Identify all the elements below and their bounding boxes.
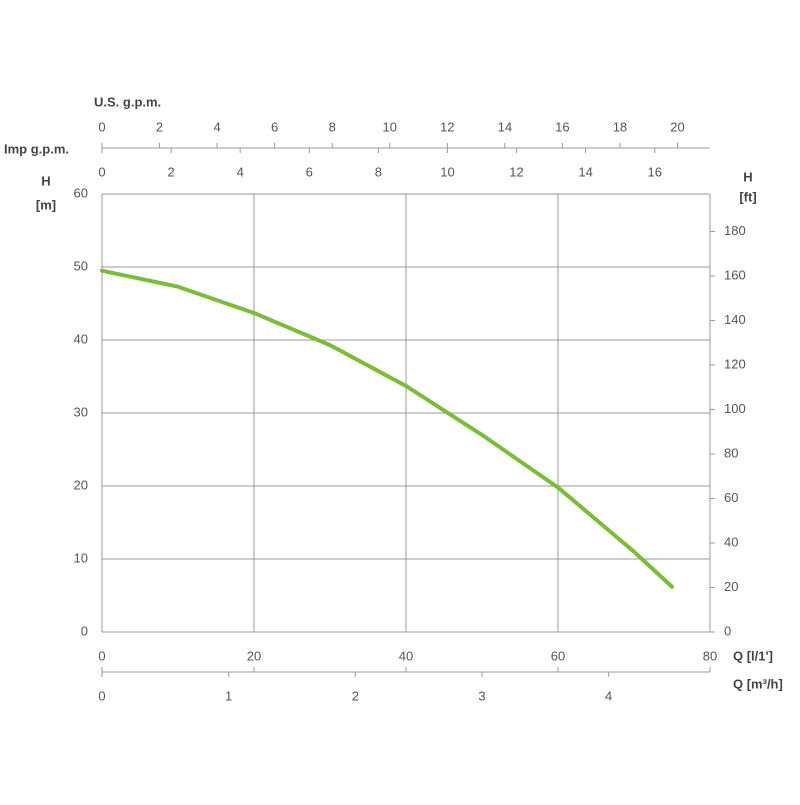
- y-tick-label: 50: [74, 258, 88, 273]
- y2-tick-label: 20: [724, 579, 738, 594]
- x-tick-label: 12: [509, 164, 523, 179]
- y-tick-label: 20: [74, 477, 88, 492]
- x-tick-label: 0: [98, 648, 105, 663]
- y2-tick-label: 100: [724, 401, 746, 416]
- x-tick-label: 16: [647, 164, 661, 179]
- y2-tick-label: 140: [724, 312, 746, 327]
- y2-tick-label: 120: [724, 356, 746, 371]
- x-tick-label: 0: [98, 164, 105, 179]
- x-tick-label: 3: [478, 688, 485, 703]
- y-tick-label: 40: [74, 331, 88, 346]
- x-tick-label: 20: [670, 119, 684, 134]
- x-tick-label: 0: [98, 688, 105, 703]
- y2-tick-label: 180: [724, 223, 746, 238]
- x-tick-label: 8: [329, 119, 336, 134]
- x-tick-label: 60: [551, 648, 565, 663]
- y-tick-label: 0: [81, 623, 88, 638]
- x-tick-label: 2: [167, 164, 174, 179]
- x-tick-label: 12: [440, 119, 454, 134]
- x-tick-label: 10: [383, 119, 397, 134]
- y2-tick-label: 0: [724, 623, 731, 638]
- x-tick-label: 1: [225, 688, 232, 703]
- y2-tick-label: 60: [724, 490, 738, 505]
- x-tick-label: 8: [375, 164, 382, 179]
- y-label: H: [41, 173, 50, 188]
- x-tick-label: 4: [213, 119, 220, 134]
- x-tick-label: 6: [306, 164, 313, 179]
- y-tick-label: 60: [74, 185, 88, 200]
- axis-label: Q [m³/h]: [733, 676, 783, 691]
- y-tick-label: 30: [74, 404, 88, 419]
- y2-label: [ft]: [739, 189, 756, 204]
- y-label: [m]: [36, 197, 56, 212]
- x-tick-label: 14: [498, 119, 512, 134]
- x-tick-label: 0: [98, 119, 105, 134]
- curve: [100, 268, 674, 589]
- x-tick-label: 10: [440, 164, 454, 179]
- x-tick-label: 20: [247, 648, 261, 663]
- x-tick-label: 6: [271, 119, 278, 134]
- x-tick-label: 4: [605, 688, 612, 703]
- axis-label: U.S. g.p.m.: [94, 94, 161, 109]
- x-tick-label: 4: [237, 164, 244, 179]
- y2-label: H: [743, 169, 752, 184]
- x-tick-label: 16: [555, 119, 569, 134]
- x-tick-label: 2: [352, 688, 359, 703]
- x-tick-label: 80: [703, 648, 717, 663]
- y2-tick-label: 160: [724, 267, 746, 282]
- x-tick-label: 40: [399, 648, 413, 663]
- y2-tick-label: 80: [724, 445, 738, 460]
- y-tick-label: 10: [74, 550, 88, 565]
- axis-label: Imp g.p.m.: [4, 141, 69, 156]
- x-tick-label: 2: [156, 119, 163, 134]
- y2-tick-label: 40: [724, 534, 738, 549]
- x-tick-label: 18: [613, 119, 627, 134]
- x-label: Q [l/1']: [733, 648, 773, 663]
- x-tick-label: 14: [578, 164, 592, 179]
